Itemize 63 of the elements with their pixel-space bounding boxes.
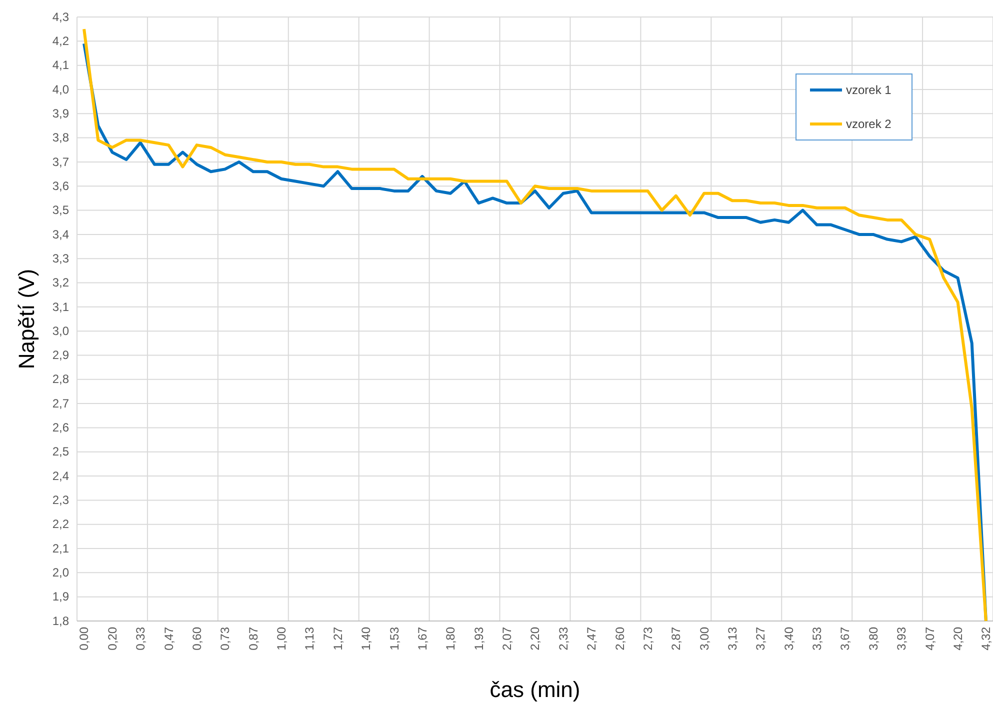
- y-tick-label: 3,7: [52, 154, 70, 169]
- y-tick-label: 3,3: [52, 251, 70, 266]
- y-tick-label: 3,8: [52, 130, 70, 145]
- x-tick-label: 1,00: [274, 626, 289, 650]
- x-tick-label: 1,93: [472, 626, 486, 650]
- x-tick-label: 1,80: [444, 626, 458, 650]
- x-tick-label: 0,00: [77, 626, 92, 650]
- y-tick-label: 4,2: [52, 34, 70, 48]
- y-tick-label: 3,0: [52, 324, 70, 338]
- x-tick-label: 1,27: [330, 626, 345, 650]
- x-tick-label: 3,80: [866, 626, 880, 650]
- y-tick-label: 2,6: [52, 420, 70, 435]
- x-tick-label: 1,13: [302, 626, 317, 650]
- x-tick-label: 2,33: [556, 626, 570, 650]
- y-tick-label: 3,2: [52, 276, 70, 290]
- x-tick-label: 3,13: [725, 626, 740, 650]
- y-tick-label: 2,2: [52, 517, 70, 532]
- x-tick-label: 3,93: [894, 626, 909, 650]
- y-tick-label: 2,0: [52, 566, 70, 580]
- x-tick-label: 2,60: [612, 626, 627, 650]
- x-tick-label: 4,20: [950, 626, 965, 650]
- x-tick-label: 2,47: [584, 626, 599, 650]
- y-tick-label: 2,5: [52, 444, 70, 459]
- x-tick-label: 3,53: [810, 626, 824, 650]
- y-tick-label: 3,9: [52, 106, 70, 120]
- y-tick-label: 3,5: [52, 203, 70, 218]
- x-tick-label: 0,73: [218, 626, 232, 650]
- y-tick-label: 3,1: [52, 300, 70, 314]
- x-axis-title: čas (min): [490, 677, 580, 702]
- legend-label: vzorek 2: [846, 117, 892, 131]
- y-axis-title: Napětí (V): [14, 268, 39, 370]
- x-tick-label: 2,07: [500, 626, 514, 650]
- x-tick-label: 2,87: [669, 626, 684, 650]
- y-tick-label: 1,8: [52, 614, 70, 628]
- y-tick-label: 3,6: [52, 178, 70, 193]
- x-tick-label: 1,40: [359, 626, 374, 650]
- y-tick-label: 2,8: [52, 372, 70, 386]
- y-tick-label: 2,1: [52, 541, 70, 556]
- x-tick-label: 3,67: [838, 626, 852, 650]
- y-tick-label: 2,4: [52, 468, 70, 483]
- legend-label: vzorek 1: [846, 83, 892, 97]
- x-tick-label: 2,73: [640, 626, 655, 650]
- x-tick-label: 1,53: [387, 626, 402, 650]
- y-tick-label: 2,3: [52, 493, 70, 508]
- x-tick-label: 0,33: [134, 626, 148, 650]
- x-tick-label: 3,00: [697, 626, 712, 650]
- x-tick-label: 0,20: [105, 626, 120, 650]
- x-tick-label: 0,47: [162, 626, 176, 650]
- y-tick-label: 4,1: [52, 58, 70, 72]
- y-tick-label: 1,9: [52, 590, 70, 604]
- x-tick-label: 3,27: [754, 626, 768, 650]
- x-tick-label: 2,20: [528, 626, 542, 650]
- y-tick-label: 2,7: [52, 396, 70, 410]
- y-tick-label: 2,9: [52, 348, 70, 362]
- x-tick-label: 3,40: [782, 626, 796, 650]
- x-tick-label: 4,07: [922, 626, 937, 650]
- y-tick-label: 4,3: [52, 10, 70, 24]
- x-tick-label: 0,87: [246, 626, 260, 650]
- y-tick-label: 4,0: [52, 82, 70, 96]
- x-tick-label: 0,60: [190, 626, 204, 650]
- y-tick-label: 3,4: [52, 227, 70, 242]
- x-tick-label: 1,67: [415, 626, 430, 650]
- x-tick-label: 4,32: [979, 626, 993, 650]
